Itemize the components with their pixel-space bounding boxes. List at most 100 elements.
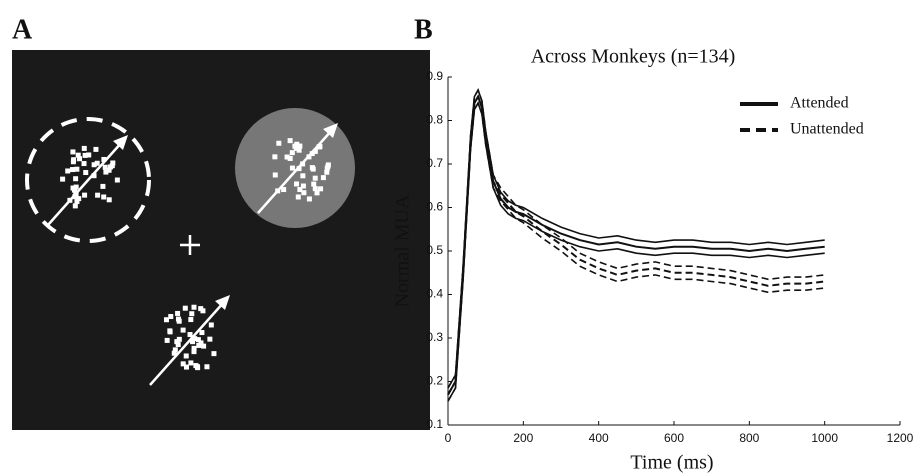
error-bound (447, 101, 825, 402)
dot (176, 336, 182, 342)
x-tick-label: 1200 (887, 431, 914, 445)
motion-arrow (257, 129, 333, 214)
y-tick-label: 0.5 (426, 243, 443, 257)
dot (101, 156, 107, 162)
dot (100, 183, 106, 189)
fixation-cross (180, 235, 200, 255)
dot (107, 164, 113, 170)
legend-label: Attended (790, 95, 849, 112)
error-bound (447, 88, 825, 389)
dot (289, 150, 295, 156)
dot (74, 166, 80, 172)
dot (60, 176, 66, 182)
dot (81, 161, 87, 167)
arrow-head (323, 123, 338, 138)
dot (164, 337, 170, 343)
dot (82, 152, 88, 158)
dot (201, 343, 207, 349)
dot (102, 164, 108, 170)
dot (320, 175, 326, 181)
dot (103, 169, 109, 175)
series-line (447, 94, 825, 396)
dot (196, 342, 202, 348)
dot (208, 322, 214, 328)
legend-label: Unattended (790, 121, 864, 138)
panel-label: B (414, 14, 433, 45)
dot (167, 329, 173, 335)
dot (76, 196, 82, 202)
x-tick-label: 400 (589, 431, 609, 445)
dot (204, 364, 210, 370)
dot (312, 148, 318, 154)
dot (191, 349, 197, 355)
dot (207, 336, 213, 342)
dot (272, 154, 278, 160)
dot (110, 160, 116, 166)
dot (175, 342, 181, 348)
dot (325, 162, 331, 168)
motion-arrow (47, 141, 123, 226)
dot (163, 317, 169, 323)
dot (70, 159, 76, 165)
dot (191, 304, 197, 310)
y-tick-label: 0.7 (426, 156, 443, 170)
dot (189, 337, 195, 343)
y-tick-label: 0.4 (426, 287, 443, 301)
dot (287, 155, 293, 161)
dot (311, 181, 317, 187)
dot (91, 162, 97, 168)
dot (199, 330, 205, 336)
dot (168, 314, 174, 320)
y-tick-label: 0.9 (426, 69, 443, 83)
x-tick-label: 0 (445, 431, 452, 445)
dot (81, 145, 87, 151)
error-bound (447, 88, 825, 389)
dot (72, 203, 78, 209)
dot (77, 156, 83, 162)
series-line (447, 94, 825, 396)
dot (292, 143, 298, 149)
dot (312, 175, 318, 181)
y-tick-label: 0.8 (426, 113, 443, 127)
dot (73, 184, 79, 190)
chart-title: Across Monkeys (n=134) (531, 46, 736, 68)
dot (95, 192, 101, 198)
dot (106, 167, 112, 173)
x-axis-label: Time (ms) (630, 452, 713, 474)
motion-arrow (149, 301, 225, 386)
dot (276, 140, 282, 146)
dot (188, 317, 194, 323)
dot (180, 361, 186, 367)
dot (176, 318, 182, 324)
dot (182, 305, 188, 311)
dashed-ring (25, 117, 151, 243)
y-tick-label: 0.2 (426, 374, 443, 388)
stimulus-panel (12, 50, 430, 430)
dot (295, 194, 301, 200)
dot (94, 160, 100, 166)
y-tick-label: 0.3 (426, 330, 443, 344)
y-axis-label: Normal MUA (392, 194, 414, 307)
dot (211, 351, 217, 357)
dot (70, 149, 76, 155)
dot (180, 327, 186, 333)
dot (101, 194, 107, 200)
dot (188, 360, 194, 366)
y-tick-label: 0.1 (426, 417, 443, 431)
dot (310, 166, 316, 172)
dot (300, 183, 306, 189)
dot (91, 173, 97, 179)
dot (70, 167, 76, 173)
dot (294, 181, 300, 187)
dot (74, 199, 80, 205)
dot (195, 337, 201, 343)
dot (314, 190, 320, 196)
dot (297, 143, 303, 149)
stimulus-background (12, 50, 430, 430)
panel-label: A (12, 14, 33, 45)
dot (193, 363, 199, 369)
dot (300, 173, 306, 179)
x-tick-label: 200 (513, 431, 533, 445)
